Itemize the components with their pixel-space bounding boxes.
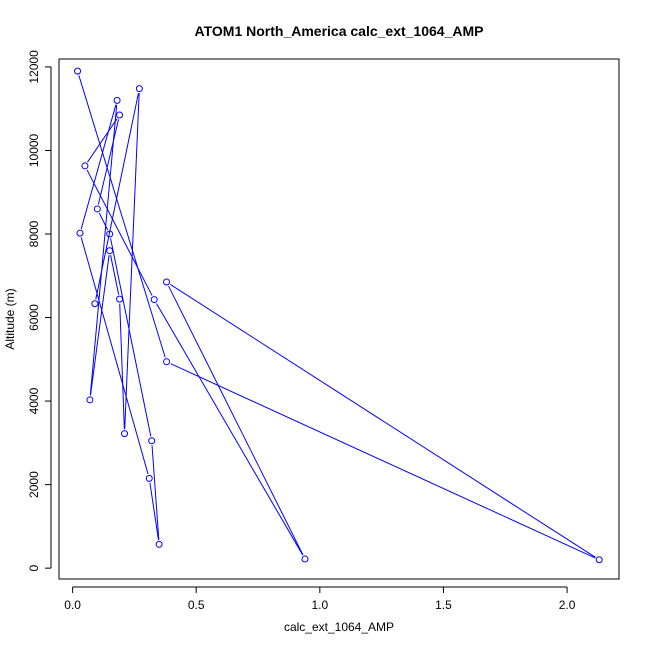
series-segment xyxy=(110,238,152,437)
series-segment xyxy=(80,237,149,475)
series-segment xyxy=(80,104,117,229)
data-point xyxy=(91,300,99,308)
data-point xyxy=(145,474,153,482)
series-segment xyxy=(90,255,110,396)
data-point xyxy=(86,396,94,404)
x-axis-label: calc_ext_1064_AMP xyxy=(284,620,394,634)
data-point xyxy=(116,111,124,119)
series-segment xyxy=(168,285,304,556)
x-tick-label: 0.0 xyxy=(64,598,81,612)
data-point xyxy=(135,85,143,93)
data-point xyxy=(155,540,163,548)
data-point xyxy=(106,247,114,255)
data-point xyxy=(113,96,121,104)
series-segment xyxy=(97,119,120,205)
data-point xyxy=(93,205,101,213)
series-segment xyxy=(87,118,118,163)
data-point xyxy=(81,162,89,170)
y-tick-label: 10000 xyxy=(27,133,41,167)
series-segment xyxy=(95,92,139,300)
y-tick-label: 4000 xyxy=(27,387,41,414)
x-tick-label: 1.0 xyxy=(311,598,328,612)
series-segment xyxy=(170,363,596,559)
x-tick-label: 1.5 xyxy=(435,598,452,612)
data-point xyxy=(163,358,171,366)
series-segment xyxy=(86,169,153,296)
y-axis: 0 2000 4000 6000 8000 10000 12000 xyxy=(27,50,52,571)
series-segment xyxy=(98,212,109,231)
series-points xyxy=(74,67,603,564)
y-tick-label: 6000 xyxy=(27,304,41,331)
series-segment xyxy=(170,284,596,558)
data-point xyxy=(116,295,124,303)
series-segment xyxy=(124,93,140,430)
series-segment xyxy=(78,75,166,358)
data-point xyxy=(595,556,603,564)
series-segment xyxy=(149,482,159,540)
data-point xyxy=(301,555,309,563)
series-segment xyxy=(119,303,125,430)
series-segment xyxy=(151,445,160,540)
data-point xyxy=(150,296,158,304)
series-segment xyxy=(110,255,120,295)
data-point xyxy=(121,430,129,438)
y-tick-label: 0 xyxy=(27,564,41,571)
data-point xyxy=(74,67,82,75)
series-segment xyxy=(89,104,118,396)
y-tick-label: 8000 xyxy=(27,220,41,247)
chart-title: ATOM1 North_America calc_ext_1064_AMP xyxy=(195,23,484,39)
series-line xyxy=(78,75,596,559)
data-point xyxy=(163,278,171,286)
plot-frame xyxy=(58,58,620,580)
data-point xyxy=(148,437,156,445)
x-tick-label: 0.5 xyxy=(188,598,205,612)
x-tick-label: 2.0 xyxy=(559,598,576,612)
y-tick-label: 2000 xyxy=(27,471,41,498)
series-segment xyxy=(156,303,304,556)
data-point xyxy=(76,229,84,237)
y-axis-label: Altitude (m) xyxy=(3,288,17,349)
data-point xyxy=(106,230,114,238)
y-tick-label: 12000 xyxy=(27,50,41,84)
x-axis: 0.0 0.5 1.0 1.5 2.0 xyxy=(64,586,576,612)
